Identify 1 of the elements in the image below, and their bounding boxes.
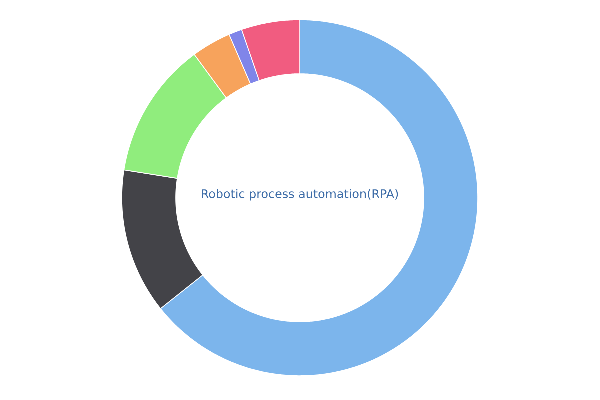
text: Robotic process automation(RPA) bbox=[202, 189, 398, 201]
